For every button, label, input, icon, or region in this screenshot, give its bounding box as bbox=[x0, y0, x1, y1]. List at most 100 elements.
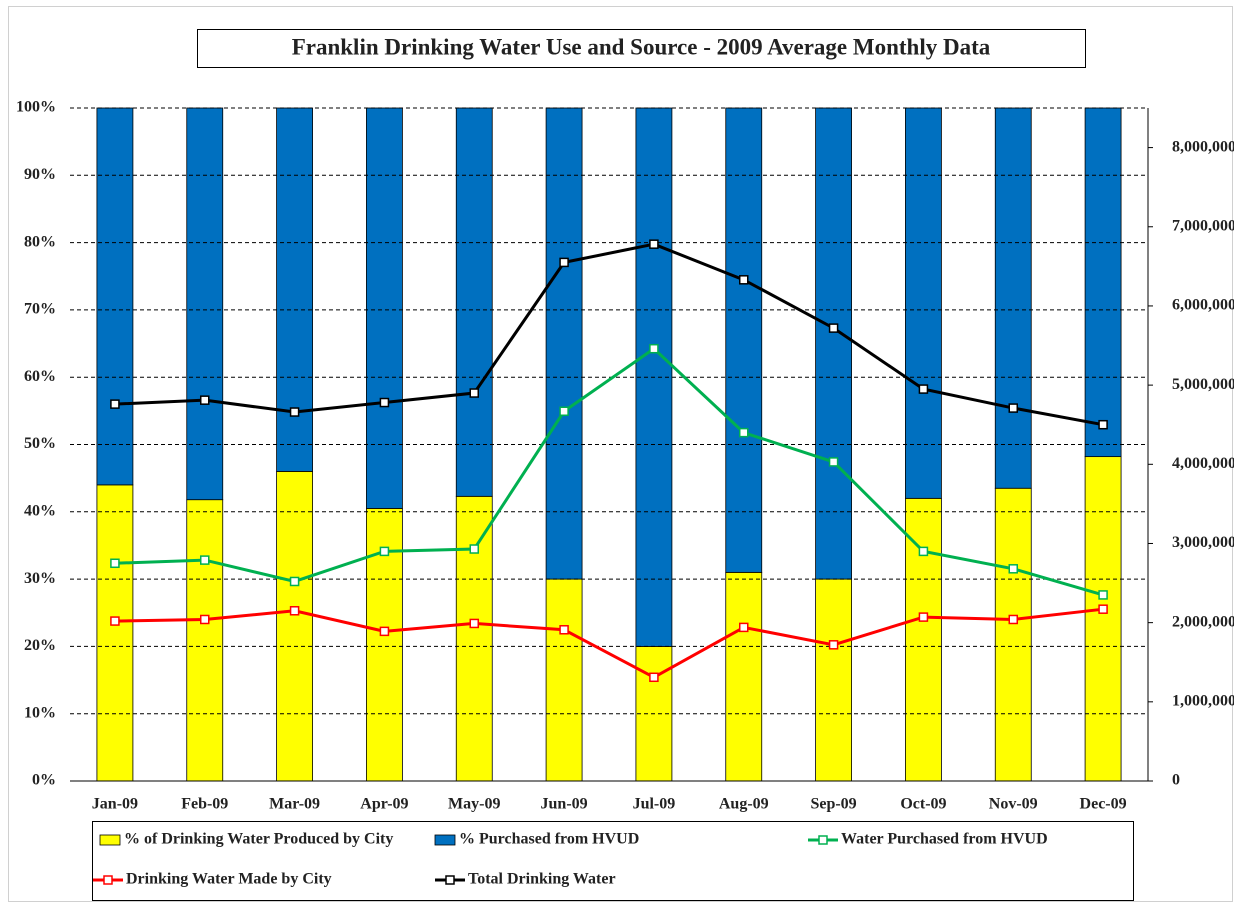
bar bbox=[1084, 107, 1122, 458]
line bbox=[114, 242, 1104, 427]
y-tick-label: 20% bbox=[24, 637, 56, 654]
line-marker bbox=[649, 239, 659, 249]
y-tick-label: 60% bbox=[24, 368, 56, 385]
y2-tick-label: 6,000,000 bbox=[1172, 297, 1234, 314]
line-marker bbox=[918, 384, 929, 394]
x-tick-label: Feb-09 bbox=[181, 796, 228, 813]
line-marker bbox=[828, 323, 839, 333]
bar bbox=[545, 107, 583, 580]
bar bbox=[994, 107, 1032, 489]
y2-tick-label: 5,000,000 bbox=[1172, 376, 1234, 393]
title-box bbox=[197, 29, 1086, 68]
bar bbox=[96, 484, 134, 782]
bar bbox=[815, 578, 852, 782]
y2-tick-label: 0 bbox=[1172, 772, 1180, 789]
bar bbox=[186, 107, 224, 501]
x-tick-label: Jan-09 bbox=[92, 796, 138, 813]
line-marker bbox=[469, 618, 479, 629]
bar bbox=[815, 107, 852, 580]
bar bbox=[1084, 456, 1122, 782]
line-marker bbox=[379, 626, 390, 637]
legend-label: % of Drinking Water Produced by City bbox=[124, 831, 393, 848]
bar bbox=[276, 471, 313, 782]
legend-marker bbox=[103, 875, 113, 885]
line-marker bbox=[649, 672, 659, 683]
y2-tick-label: 7,000,000 bbox=[1172, 217, 1234, 234]
line-marker bbox=[289, 606, 300, 616]
line-marker bbox=[200, 395, 210, 405]
x-tick-label: Apr-09 bbox=[360, 796, 408, 813]
y-tick-label: 40% bbox=[24, 502, 56, 519]
line-marker bbox=[1008, 614, 1018, 625]
line-marker bbox=[559, 257, 569, 268]
bar bbox=[366, 107, 403, 509]
legend-label: Drinking Water Made by City bbox=[126, 871, 332, 888]
x-tick-label: Mar-09 bbox=[269, 796, 320, 813]
bar bbox=[545, 578, 583, 782]
line-marker bbox=[1098, 419, 1108, 430]
bar bbox=[96, 107, 134, 486]
y2-tick-label: 8,000,000 bbox=[1172, 138, 1234, 155]
legend-label: % Purchased from HVUD bbox=[459, 831, 639, 848]
bar bbox=[276, 107, 313, 472]
line-marker bbox=[739, 427, 749, 438]
line-marker bbox=[649, 343, 659, 354]
line-marker bbox=[739, 275, 749, 285]
legend-box bbox=[92, 821, 1134, 901]
line-marker bbox=[828, 457, 839, 467]
line-marker bbox=[1008, 403, 1018, 413]
line-marker bbox=[200, 555, 210, 565]
x-tick-label: May-09 bbox=[448, 796, 500, 813]
x-tick-label: Dec-09 bbox=[1080, 796, 1127, 813]
y-tick-label: 0% bbox=[32, 772, 56, 789]
x-tick-label: Nov-09 bbox=[989, 796, 1038, 813]
line-marker bbox=[559, 625, 569, 635]
line-marker bbox=[379, 546, 390, 557]
y-tick-label: 90% bbox=[24, 166, 56, 183]
y2-tick-label: 2,000,000 bbox=[1172, 613, 1234, 630]
line-marker bbox=[110, 399, 120, 409]
legend-marker bbox=[818, 835, 828, 845]
y-tick-label: 30% bbox=[24, 570, 56, 587]
line-marker bbox=[918, 612, 929, 622]
line-marker bbox=[379, 397, 390, 408]
line-marker bbox=[1098, 590, 1108, 600]
line-marker bbox=[110, 558, 120, 569]
bar bbox=[994, 487, 1032, 782]
line-marker bbox=[1008, 564, 1018, 574]
y-tick-label: 70% bbox=[24, 301, 56, 318]
line-marker bbox=[289, 407, 300, 417]
line-marker bbox=[828, 640, 839, 650]
chart-title: Franklin Drinking Water Use and Source -… bbox=[292, 34, 991, 59]
legend-swatch bbox=[99, 834, 121, 846]
line-marker bbox=[200, 614, 210, 625]
legend-marker bbox=[445, 875, 455, 885]
line-marker bbox=[739, 622, 749, 633]
bar bbox=[186, 499, 224, 782]
legend-swatch bbox=[434, 834, 456, 846]
line-marker bbox=[1098, 604, 1108, 614]
x-tick-label: Jul-09 bbox=[633, 796, 676, 813]
x-tick-label: Oct-09 bbox=[900, 796, 946, 813]
line-marker bbox=[289, 576, 300, 587]
bar bbox=[455, 495, 493, 782]
y-tick-label: 100% bbox=[16, 99, 56, 116]
y2-tick-label: 1,000,000 bbox=[1172, 692, 1234, 709]
y-tick-label: 80% bbox=[24, 233, 56, 250]
line bbox=[114, 346, 1104, 597]
bar bbox=[725, 571, 763, 782]
legend-label: Water Purchased from HVUD bbox=[841, 831, 1048, 848]
x-tick-label: Aug-09 bbox=[719, 796, 769, 813]
line bbox=[114, 607, 1104, 679]
x-tick-label: Jun-09 bbox=[541, 796, 588, 813]
line-marker bbox=[559, 406, 569, 416]
legend-label: Total Drinking Water bbox=[468, 871, 616, 888]
y2-tick-label: 4,000,000 bbox=[1172, 455, 1234, 472]
bar bbox=[905, 497, 942, 782]
bar bbox=[905, 107, 942, 499]
y-tick-label: 50% bbox=[24, 435, 56, 452]
y-tick-label: 10% bbox=[24, 704, 56, 721]
line-marker bbox=[469, 544, 479, 554]
line-marker bbox=[469, 388, 479, 398]
